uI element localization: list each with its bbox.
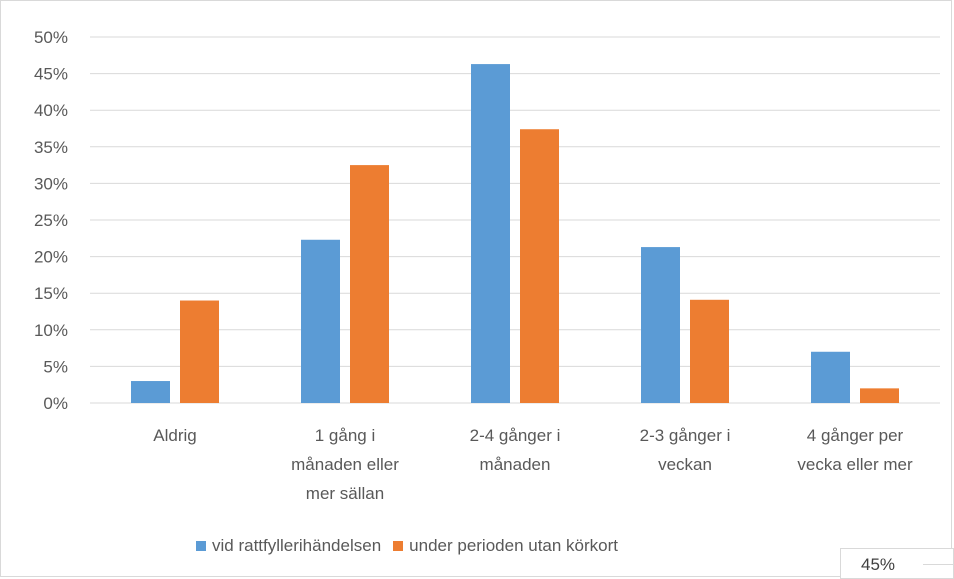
- y-tick-label: 15%: [34, 284, 68, 303]
- legend-swatch-series-1: [196, 541, 206, 551]
- y-tick-label: 25%: [34, 211, 68, 230]
- x-tick-label: 4 gånger per: [807, 426, 904, 445]
- x-tick-label: månaden eller: [291, 455, 399, 474]
- tooltip-line: [923, 564, 954, 565]
- bar-series-2: [520, 129, 559, 403]
- y-tick-label: 35%: [34, 138, 68, 157]
- legend-item-series-2[interactable]: under perioden utan körkort: [393, 536, 618, 556]
- legend-item-series-1[interactable]: vid rattfyllerihändelsen: [196, 536, 381, 556]
- y-tick-label: 10%: [34, 321, 68, 340]
- bar-series-1: [641, 247, 680, 403]
- y-tick-label: 40%: [34, 101, 68, 120]
- y-tick-label: 50%: [34, 28, 68, 47]
- legend-label-series-2: under perioden utan körkort: [409, 536, 619, 555]
- x-tick-label: månaden: [480, 455, 551, 474]
- value-tooltip: 45%: [840, 548, 954, 579]
- legend: vid rattfyllerihändelsen under perioden …: [196, 536, 630, 556]
- y-tick-label: 20%: [34, 248, 68, 267]
- bar-series-2: [690, 299, 729, 403]
- x-tick-label: 1 gång i: [315, 426, 376, 445]
- bar-series-1: [811, 351, 850, 403]
- bar-series-2: [180, 300, 219, 403]
- legend-swatch-series-2: [393, 541, 404, 551]
- bar-series-1: [131, 381, 170, 403]
- bar-series-2: [860, 388, 899, 403]
- y-tick-label: 45%: [34, 65, 68, 84]
- x-tick-label: vecka eller mer: [797, 455, 913, 474]
- bar-series-1: [471, 64, 510, 404]
- y-tick-label: 5%: [43, 357, 68, 376]
- x-tick-label: veckan: [658, 455, 712, 474]
- bar-series-2: [350, 165, 389, 403]
- legend-label-series-1: vid rattfyllerihändelsen: [212, 536, 382, 555]
- x-tick-label: 2-3 gånger i: [640, 426, 731, 445]
- y-tick-label: 0%: [43, 394, 68, 413]
- x-tick-label: Aldrig: [153, 426, 196, 445]
- x-tick-label: 2-4 gånger i: [470, 426, 561, 445]
- tooltip-value: 45%: [861, 555, 896, 574]
- x-tick-label: mer sällan: [306, 484, 384, 503]
- y-tick-label: 30%: [34, 174, 68, 193]
- bar-series-1: [301, 239, 340, 403]
